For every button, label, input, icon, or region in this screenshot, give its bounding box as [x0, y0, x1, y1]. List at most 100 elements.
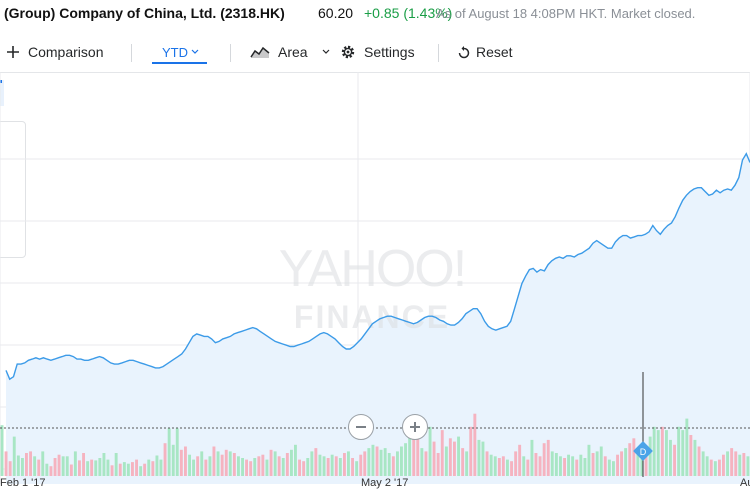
price-chart: YAHOO! FINANCE D	[0, 72, 750, 484]
volume-bar	[163, 443, 167, 476]
volume-bar	[114, 453, 118, 476]
volume-bar	[485, 451, 489, 476]
minus-icon	[356, 426, 366, 428]
volume-bar	[322, 456, 326, 476]
volume-bar	[396, 451, 399, 476]
volume-bar	[656, 430, 660, 476]
volume-bar	[583, 458, 587, 476]
zoom-out-button[interactable]	[348, 414, 374, 440]
plus-icon	[6, 45, 20, 59]
volume-bar	[697, 446, 701, 476]
volume-bar	[404, 443, 407, 476]
volume-bar	[424, 451, 428, 476]
volume-bar	[298, 459, 301, 476]
volume-bar	[290, 449, 293, 476]
volume-bar	[554, 453, 558, 476]
volume-bar	[204, 459, 208, 476]
volume-bar	[8, 461, 12, 476]
volume-bar	[216, 451, 220, 476]
volume-bar	[559, 456, 562, 476]
volume-bar	[0, 425, 4, 476]
volume-bar	[220, 454, 224, 476]
volume-bar	[518, 444, 522, 476]
volume-bar	[241, 458, 244, 476]
zoom-in-button[interactable]	[402, 414, 428, 440]
volume-bar	[567, 454, 570, 476]
company-title: (Group) Company of China, Ltd. (2318.HK)	[4, 5, 285, 21]
volume-bar	[41, 451, 45, 476]
volume-bar	[620, 451, 623, 476]
volume-bar	[69, 464, 73, 476]
volume-bar	[587, 444, 591, 476]
volume-bar	[469, 426, 473, 476]
volume-bar	[33, 456, 37, 476]
volume-bar	[640, 456, 644, 476]
volume-bar	[302, 461, 306, 476]
dividend-marker-diamond	[633, 441, 653, 461]
x-axis-label: May 2 '17	[361, 477, 409, 489]
volume-bar	[461, 448, 465, 476]
price-line	[5, 152, 750, 381]
price-change: +0.85 (1.43%)	[364, 5, 453, 21]
range-dropdown[interactable]: YTD	[162, 34, 199, 70]
volume-bar	[408, 426, 412, 476]
side-panel-tab[interactable]	[0, 121, 26, 258]
volume-bar	[632, 438, 636, 476]
volume-bar	[387, 453, 391, 476]
volume-bar	[591, 453, 595, 476]
volume-bar	[514, 451, 518, 476]
volume-bar	[677, 426, 681, 476]
volume-bar	[151, 461, 155, 476]
settings-button[interactable]: Settings	[340, 34, 415, 70]
volume-bar	[237, 456, 240, 476]
volume-bar	[481, 441, 485, 476]
volume-bar	[314, 448, 318, 476]
toolbar-divider	[131, 44, 132, 62]
volume-bar	[432, 441, 436, 476]
volume-bar	[265, 459, 269, 476]
quote-header: (Group) Company of China, Ltd. (2318.HK)…	[0, 0, 750, 30]
volume-bar	[73, 451, 77, 476]
volume-bar	[526, 459, 530, 476]
volume-bar	[501, 456, 505, 476]
volume-bar	[135, 459, 138, 476]
comparison-button[interactable]: Comparison	[6, 34, 103, 70]
volume-bar	[338, 458, 342, 476]
volume-bar	[90, 459, 94, 476]
volume-bar	[25, 453, 28, 476]
volume-bar	[603, 456, 607, 476]
chevron-down-icon	[191, 49, 199, 55]
volume-bar	[98, 458, 102, 476]
volume-bar	[196, 456, 200, 476]
volume-bar	[171, 444, 175, 476]
volume-bar	[249, 461, 253, 476]
volume-bar	[383, 448, 387, 476]
volume-bar	[122, 462, 126, 476]
volume-bar	[624, 448, 628, 476]
volume-bar	[648, 436, 652, 476]
range-selector-handle	[0, 80, 2, 83]
toolbar-divider	[438, 44, 439, 62]
volume-bar	[371, 444, 375, 476]
price-line-path	[5, 152, 750, 381]
price-area	[6, 153, 750, 484]
volume-bar	[595, 451, 599, 476]
chart-type-label: Area	[278, 44, 308, 60]
volume-bar	[718, 459, 721, 476]
reset-button[interactable]: Reset	[458, 34, 513, 70]
volume-bar	[53, 458, 57, 476]
volume-bar	[420, 448, 424, 476]
volume-bar	[416, 436, 420, 476]
price-area-fill	[6, 153, 750, 484]
market-status: As of August 18 4:08PM HKT. Market close…	[436, 6, 696, 21]
chart-toolbar: Comparison YTD Area Settings Reset	[0, 34, 750, 73]
chart-type-dropdown[interactable]: Area	[250, 34, 330, 70]
volume-bar	[49, 466, 53, 476]
volume-bar	[534, 453, 538, 476]
volume-bar	[673, 444, 676, 476]
dividend-marker[interactable]: D	[633, 372, 653, 477]
volume-bar	[665, 430, 668, 476]
volume-bar	[669, 439, 672, 476]
volume-bar	[102, 453, 106, 476]
volume-bar	[701, 451, 705, 476]
